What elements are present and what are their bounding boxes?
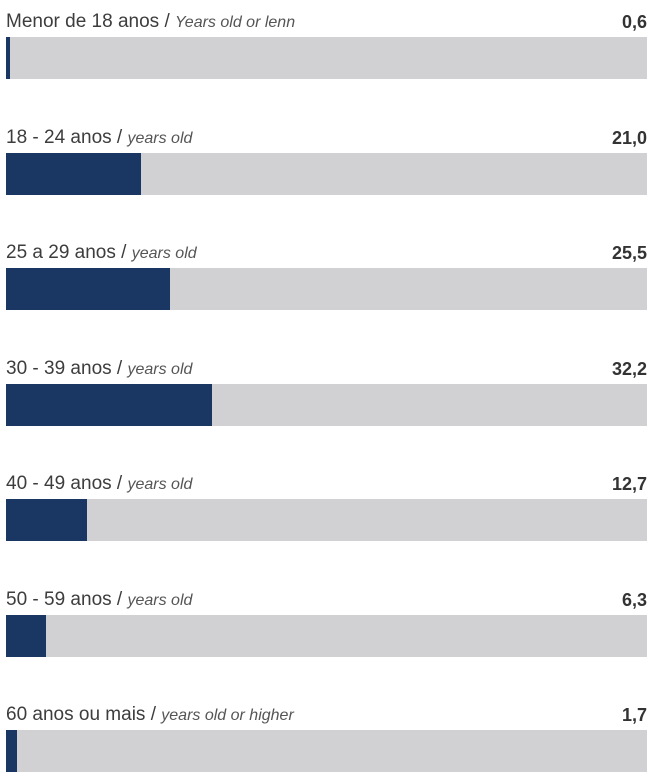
bar-track <box>6 614 647 657</box>
bar-label-en: years old or higher <box>161 707 294 724</box>
bar-label: 30 - 39 anos / years old <box>6 357 193 379</box>
bar-row-header: 30 - 39 anos / years old 32,2 <box>6 355 647 383</box>
bar-label: 40 - 49 anos / years old <box>6 473 193 494</box>
bar-value-label: 12,7 <box>611 474 647 494</box>
bar-label: 60 anos ou mais / years old or higher <box>6 704 294 725</box>
bar-label-en: years old <box>131 245 197 262</box>
bar-row-header: Menor de 18 anos / Years old or lenn 0,6 <box>6 8 647 36</box>
bar-label: 25 a 29 anos / years old <box>6 242 197 263</box>
bar-track <box>6 383 647 426</box>
bar-label-pt: Menor de 18 anos <box>6 11 160 32</box>
bar-fill <box>6 614 47 657</box>
bar-fill <box>6 499 88 541</box>
bar-label-en: years old <box>127 476 193 493</box>
bar-track <box>6 37 647 79</box>
bar-value-label: 6,3 <box>621 589 647 610</box>
bar-value-label: 32,2 <box>611 358 647 379</box>
bar-value-label: 1,7 <box>621 705 647 725</box>
bar-value-label: 25,5 <box>611 243 647 263</box>
bar-row-header: 40 - 49 anos / years old 12,7 <box>6 470 647 498</box>
bar-track <box>6 730 647 772</box>
bar-label-en: Years old or lenn <box>175 14 296 31</box>
bar-fill <box>6 37 10 79</box>
bar-row: 25 a 29 anos / years old 25,5 <box>6 231 647 321</box>
bar-label-en: years old <box>127 591 193 609</box>
bar-label: Menor de 18 anos / Years old or lenn <box>6 11 296 32</box>
bar-track <box>6 499 647 541</box>
bar-label: 18 - 24 anos / years old <box>6 126 193 148</box>
bar-label-pt: 25 a 29 anos <box>6 242 116 263</box>
bar-label-pt: 50 - 59 anos <box>6 588 112 610</box>
bar-row: 50 - 59 anos / years old 6,3 <box>6 578 647 668</box>
bar-label-pt: 30 - 39 anos <box>6 357 112 379</box>
bar-value-label: 0,6 <box>621 12 647 32</box>
bar-track <box>6 152 647 195</box>
bar-row: Menor de 18 anos / Years old or lenn 0,6 <box>6 0 647 90</box>
bar-row: 40 - 49 anos / years old 12,7 <box>6 462 647 552</box>
bar-label-pt: 40 - 49 anos <box>6 473 112 494</box>
bar-label-en: years old <box>127 129 193 147</box>
bar-fill <box>6 268 170 310</box>
bar-label-pt: 18 - 24 anos <box>6 126 112 148</box>
bar-row-header: 50 - 59 anos / years old 6,3 <box>6 586 647 614</box>
bar-row-header: 18 - 24 anos / years old 21,0 <box>6 124 647 152</box>
bar-label-en: years old <box>127 360 193 378</box>
bar-row: 18 - 24 anos / years old 21,0 <box>6 116 647 206</box>
age-distribution-chart: Menor de 18 anos / Years old or lenn 0,6… <box>6 0 647 772</box>
bar-row-header: 25 a 29 anos / years old 25,5 <box>6 239 647 267</box>
bar-track <box>6 268 647 310</box>
bar-value-label: 21,0 <box>611 127 647 148</box>
bar-row: 60 anos ou mais / years old or higher 1,… <box>6 693 647 783</box>
bar-fill <box>6 730 17 772</box>
bar-fill <box>6 383 213 426</box>
bar-row: 30 - 39 anos / years old 32,2 <box>6 347 647 437</box>
bar-fill <box>6 152 141 195</box>
bar-row-header: 60 anos ou mais / years old or higher 1,… <box>6 701 647 729</box>
bar-label-pt: 60 anos ou mais <box>6 704 146 725</box>
bar-label: 50 - 59 anos / years old <box>6 588 193 610</box>
